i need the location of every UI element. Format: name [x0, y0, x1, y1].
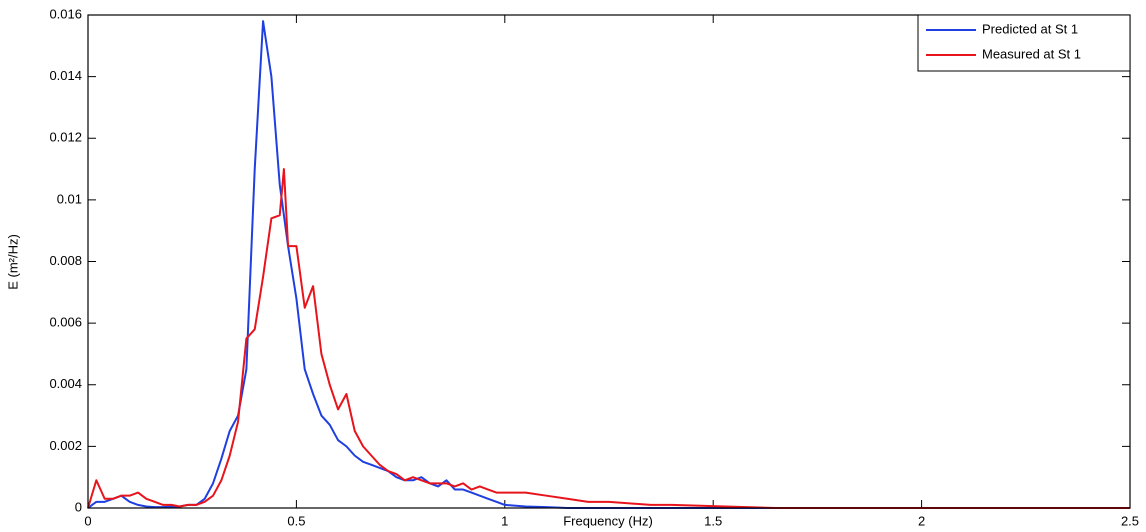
x-tick-label: 2.5: [1121, 513, 1139, 528]
y-tick-label: 0.008: [49, 253, 82, 268]
y-tick-label: 0.01: [57, 191, 82, 206]
legend-label: Measured at St 1: [982, 46, 1081, 61]
x-tick-label: 0.5: [287, 513, 305, 528]
x-axis-label: Frequency (Hz): [563, 513, 653, 528]
plot-frame: [87, 14, 1131, 509]
x-tick-label: 1: [501, 513, 508, 528]
y-tick-label: 0.012: [49, 130, 82, 145]
y-tick-label: 0.002: [49, 438, 82, 453]
x-tick-label: 0: [84, 513, 91, 528]
legend-box: [917, 14, 1131, 72]
y-axis-label: E (m²/Hz): [5, 234, 20, 290]
x-tick-label: 2: [918, 513, 925, 528]
y-tick-label: 0.014: [49, 68, 82, 83]
y-tick-label: 0.004: [49, 376, 82, 391]
x-tick-label: 1.5: [704, 513, 722, 528]
plot-area: [88, 15, 1130, 508]
y-tick-label: 0.016: [49, 6, 82, 21]
y-tick-label: 0.006: [49, 315, 82, 330]
legend-label: Predicted at St 1: [982, 21, 1078, 36]
y-tick-label: 0: [75, 499, 82, 514]
